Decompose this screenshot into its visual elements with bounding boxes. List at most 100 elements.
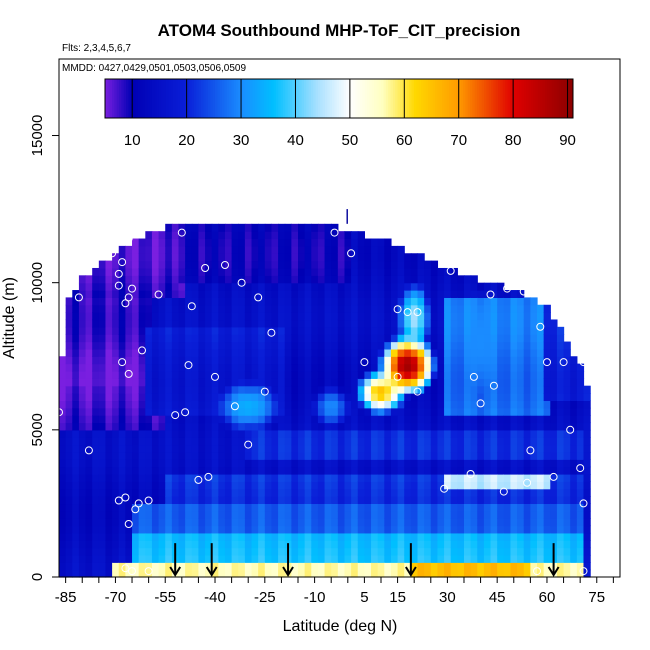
heatmap-cell — [490, 400, 498, 409]
colorbar-segment — [331, 79, 335, 118]
heatmap-cell — [238, 532, 246, 541]
heatmap-cell — [78, 407, 87, 416]
heatmap-cell — [231, 326, 239, 335]
heatmap-cell — [417, 444, 425, 453]
heatmap-cell — [450, 451, 458, 460]
heatmap-cell — [324, 532, 332, 541]
heatmap-cell — [244, 540, 253, 549]
heatmap-cell — [510, 348, 518, 357]
heatmap-cell — [377, 363, 385, 372]
heatmap-cell — [550, 473, 558, 482]
heatmap-cell — [497, 297, 505, 306]
heatmap-cell — [344, 525, 352, 534]
heatmap-cell — [331, 223, 339, 232]
heatmap-cell — [417, 525, 425, 534]
heatmap-cell — [430, 473, 439, 482]
colorbar-segment — [196, 79, 200, 118]
heatmap-cell — [523, 415, 531, 424]
heatmap-cell — [198, 532, 206, 541]
heatmap-cell — [258, 518, 266, 527]
heatmap-cell — [224, 348, 233, 357]
heatmap-cell — [437, 326, 445, 335]
heatmap-cell — [490, 356, 498, 365]
heatmap-cell — [344, 231, 352, 240]
heatmap-cell — [576, 473, 585, 482]
heatmap-cell — [331, 238, 339, 247]
heatmap-cell — [430, 400, 439, 409]
heatmap-cell — [397, 400, 405, 409]
heatmap-cell — [556, 363, 565, 372]
heatmap-cell — [191, 407, 200, 416]
heatmap-cell — [470, 525, 478, 534]
heatmap-cell — [178, 312, 186, 321]
heatmap-cell — [430, 415, 439, 424]
heatmap-cell — [563, 540, 571, 549]
heatmap-cell — [523, 334, 531, 343]
heatmap-cell — [304, 385, 312, 394]
heatmap-cell — [530, 547, 538, 556]
heatmap-cell — [417, 275, 425, 284]
heatmap-cell — [430, 562, 439, 571]
dates-label: MMDD: 0427,0429,0501,0503,0506,0509 — [62, 63, 246, 74]
heatmap-cell — [463, 415, 472, 424]
heatmap-cell — [251, 282, 259, 291]
heatmap-cell — [377, 319, 385, 328]
heatmap-cell — [537, 385, 545, 394]
heatmap-cell — [98, 569, 107, 578]
heatmap-cell — [158, 503, 166, 512]
colorbar-segment — [303, 79, 307, 118]
heatmap-cell — [424, 444, 432, 453]
heatmap-cell — [205, 393, 213, 402]
heatmap-cell — [165, 267, 173, 276]
colorbar-segment — [381, 79, 384, 118]
heatmap-cell — [231, 496, 239, 505]
heatmap-cell — [112, 304, 120, 313]
latitude-arrow — [547, 543, 560, 577]
heatmap-cell — [151, 540, 160, 549]
heatmap-cell — [457, 282, 465, 291]
heatmap-cell — [145, 341, 153, 350]
heatmap-cell — [523, 385, 531, 394]
heatmap-cell — [477, 473, 485, 482]
heatmap-cell — [404, 400, 412, 409]
heatmap-cell — [191, 510, 200, 519]
colorbar-segment — [266, 79, 270, 118]
heatmap-cell — [125, 275, 133, 284]
heatmap-cell — [324, 415, 332, 424]
heatmap-cell — [351, 532, 359, 541]
heatmap-cell — [171, 437, 180, 446]
heatmap-cell — [251, 393, 259, 402]
heatmap-cell — [258, 481, 266, 490]
heatmap-cell — [311, 297, 319, 306]
heatmap-cell — [65, 370, 73, 379]
heatmap-cell — [165, 326, 173, 335]
heatmap-cell — [238, 407, 246, 416]
heatmap-cell — [92, 562, 100, 571]
heatmap-cell — [576, 547, 585, 556]
heatmap-cell — [218, 348, 226, 357]
heatmap-cell — [78, 415, 87, 424]
heatmap-cell — [178, 385, 186, 394]
heatmap-cell — [278, 532, 286, 541]
heatmap-cell — [291, 400, 299, 409]
heatmap-cell — [437, 503, 445, 512]
heatmap-cell — [211, 275, 219, 284]
heatmap-cell — [218, 422, 226, 431]
heatmap-cell — [298, 444, 306, 453]
colorbar-tick-label: 70 — [450, 132, 467, 149]
heatmap-cell — [371, 393, 379, 402]
heatmap-cell — [264, 540, 273, 549]
heatmap-cell — [537, 503, 545, 512]
heatmap-cell — [311, 496, 319, 505]
heatmap-cell — [231, 297, 239, 306]
heatmap-cell — [278, 540, 286, 549]
heatmap-cell — [198, 393, 206, 402]
heatmap-cell — [563, 437, 571, 446]
heatmap-cell — [158, 532, 166, 541]
heatmap-cell — [337, 488, 346, 497]
heatmap-cell — [483, 378, 492, 387]
heatmap-cell — [483, 451, 492, 460]
heatmap-cell — [118, 554, 126, 563]
heatmap-cell — [530, 444, 538, 453]
heatmap-cell — [410, 400, 419, 409]
